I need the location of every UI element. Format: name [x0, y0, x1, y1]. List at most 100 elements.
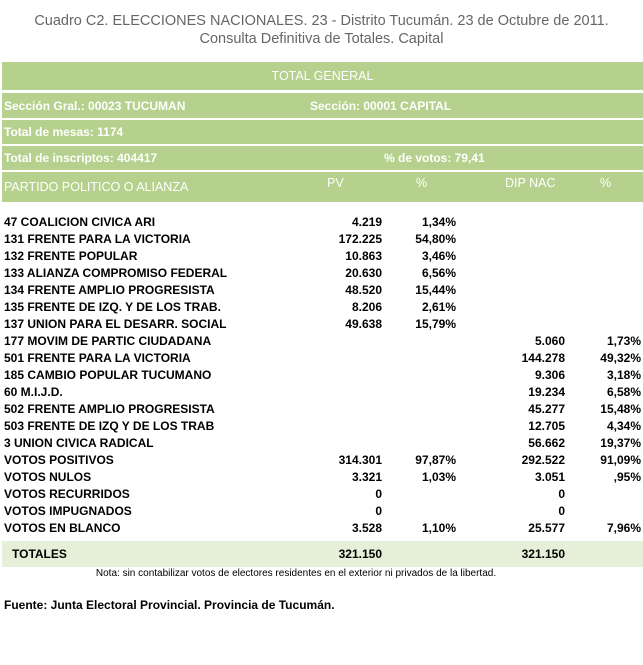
table-row: 3 UNION CIVICA RADICAL 56.662 19,37% [2, 435, 643, 452]
col-pct-header: % [416, 176, 428, 190]
pv-cell: 48.520 [345, 283, 382, 297]
party-name-cell: VOTOS RECURRIDOS [4, 487, 130, 501]
dip-pct-cell: 3,18% [606, 368, 641, 382]
table-row: 133 ALIANZA COMPROMISO FEDERAL 20.630 6,56… [2, 265, 643, 282]
dip-pct-cell: 91,09% [600, 453, 641, 467]
dip-nac-cell: 292.522 [521, 453, 565, 467]
dip-nac-cell: 9.306 [534, 368, 565, 382]
table-row: VOTOS NULOS 3.321 1,03% 3.051 ,95% [2, 469, 643, 486]
party-name-cell: 134 FRENTE AMPLIO PROGRESISTA [4, 283, 215, 297]
pv-cell: 0 [375, 487, 382, 501]
party-name-cell: 135 FRENTE DE IZQ. Y DE LOS TRAB. [4, 300, 221, 314]
pv-pct-cell: 15,44% [415, 283, 456, 297]
table-row: 137 UNION PARA EL DESARR. SOCIAL 49.638 15… [2, 316, 643, 333]
dip-pct-cell: ,95% [613, 470, 641, 484]
pv-cell: 49.638 [345, 317, 382, 331]
table-row: 177 MOVIM DE PARTIC CIUDADANA 5.060 1,73% [2, 333, 643, 350]
total-inscriptos-label: Total de inscriptos: 404417 [4, 151, 158, 165]
party-name-cell: 47 COALICION CIVICA ARI [4, 215, 156, 229]
pv-cell: 20.630 [345, 266, 382, 280]
pv-pct-cell: 1,10% [421, 521, 456, 535]
dip-nac-cell: 19.234 [528, 385, 565, 399]
pv-cell: 3.321 [351, 470, 382, 484]
pv-cell: 172.225 [338, 232, 382, 246]
dip-pct-cell: 15,48% [600, 402, 641, 416]
party-name-cell: 131 FRENTE PARA LA VICTORIA [4, 232, 191, 246]
table-row: 132 FRENTE POPULAR 10.863 3,46% [2, 248, 643, 265]
mesas-band: Total de mesas: 1174 [2, 120, 643, 144]
seccion-gral-label: Sección Gral.: 00023 TUCUMAN [4, 99, 186, 113]
totals-dip: 321.150 [521, 547, 565, 561]
party-name-cell: 501 FRENTE PARA LA VICTORIA [4, 351, 191, 365]
dip-nac-cell: 0 [558, 504, 565, 518]
table-row: 131 FRENTE PARA LA VICTORIA 172.225 54,80% [2, 231, 643, 248]
col-pct2-header: % [600, 176, 612, 190]
table-row: 502 FRENTE AMPLIO PROGRESISTA 45.277 15,48… [2, 401, 643, 418]
pv-pct-cell: 54,80% [415, 232, 456, 246]
table-row: 501 FRENTE PARA LA VICTORIA 144.278 49,32% [2, 350, 643, 367]
table-row: 134 FRENTE AMPLIO PROGRESISTA 48.520 15,44… [2, 282, 643, 299]
pv-pct-cell: 3,46% [421, 249, 456, 263]
table-row: VOTOS IMPUGNADOS 0 0 [2, 503, 643, 520]
party-name-cell: VOTOS NULOS [4, 470, 92, 484]
pv-cell: 10.863 [345, 249, 382, 263]
pv-cell: 0 [375, 504, 382, 518]
table-row: 47 COALICION CIVICA ARI 4.219 1,34% [2, 214, 643, 231]
pv-pct-cell: 2,61% [421, 300, 456, 314]
col-pv-header: PV [327, 176, 344, 190]
totals-pv: 321.150 [338, 547, 382, 561]
table-row: 60 M.I.J.D. 19.234 6,58% [2, 384, 643, 401]
party-name-cell: 502 FRENTE AMPLIO PROGRESISTA [4, 402, 215, 416]
pv-pct-cell: 1,03% [421, 470, 456, 484]
dip-nac-cell: 5.060 [534, 334, 565, 348]
totals-label: TOTALES [12, 547, 67, 561]
party-name-cell: 137 UNION PARA EL DESARR. SOCIAL [4, 317, 227, 331]
table-row: 185 CAMBIO POPULAR TUCUMANO 9.306 3,18% [2, 367, 643, 384]
inscriptos-band: Total de inscriptos: 404417 % de votos: … [2, 146, 643, 170]
table-row: 135 FRENTE DE IZQ. Y DE LOS TRAB. 8.206 2,… [2, 299, 643, 316]
table-row: VOTOS POSITIVOS 314.301 97,87% 292.522 91,09… [2, 452, 643, 469]
page-title: Cuadro C2. ELECCIONES NACIONALES. 23 - D… [0, 12, 643, 48]
dip-nac-cell: 25.577 [528, 521, 565, 535]
dip-pct-cell: 6,58% [606, 385, 641, 399]
seccion-label: Sección: 00001 CAPITAL [310, 99, 452, 113]
pv-cell: 3.528 [351, 521, 382, 535]
party-name-cell: VOTOS POSITIVOS [4, 453, 114, 467]
dip-nac-cell: 56.662 [528, 436, 565, 450]
dip-nac-cell: 45.277 [528, 402, 565, 416]
title-line-1: Cuadro C2. ELECCIONES NACIONALES. 23 - D… [34, 13, 609, 29]
pv-pct-cell: 97,87% [415, 453, 456, 467]
party-name-cell: 132 FRENTE POPULAR [4, 249, 138, 263]
party-name-cell: 177 MOVIM DE PARTIC CIUDADANA [4, 334, 212, 348]
table-row: VOTOS RECURRIDOS 0 0 [2, 486, 643, 503]
dip-pct-cell: 4,34% [606, 419, 641, 433]
dip-nac-cell: 0 [558, 487, 565, 501]
dip-pct-cell: 1,73% [606, 334, 641, 348]
dip-nac-cell: 3.051 [534, 470, 565, 484]
party-name-cell: 133 ALIANZA COMPROMISO FEDERAL [4, 266, 228, 280]
col-partido-header: PARTIDO POLITICO O ALIANZA [4, 180, 189, 194]
col-dip-header: DIP NAC [505, 176, 556, 190]
dip-pct-cell: 49,32% [600, 351, 641, 365]
dip-nac-cell: 12.705 [528, 419, 565, 433]
party-name-cell: VOTOS EN BLANCO [4, 521, 121, 535]
pv-pct-cell: 1,34% [421, 215, 456, 229]
party-name-cell: 60 M.I.J.D. [4, 385, 63, 399]
party-name-cell: VOTOS IMPUGNADOS [4, 504, 132, 518]
pv-cell: 314.301 [338, 453, 382, 467]
table-row: 503 FRENTE DE IZQ Y DE LOS TRAB 12.705 4,3… [2, 418, 643, 435]
pct-votos-label: % de votos: 79,41 [384, 151, 485, 165]
pv-pct-cell: 15,79% [415, 317, 456, 331]
column-header-band: PARTIDO POLITICO O ALIANZA PV % DIP NAC … [2, 172, 643, 202]
total-general-label: TOTAL GENERAL [271, 69, 374, 83]
title-line-2: Consulta Definitiva de Totales. Capital [199, 31, 444, 47]
totals-row: TOTALES 321.150 321.150 [2, 541, 643, 567]
source-line: Fuente: Junta Electoral Provincial. Prov… [4, 598, 335, 612]
footnote: Nota: sin contabilizar votos de electore… [95, 568, 497, 579]
dip-nac-cell: 144.278 [521, 351, 565, 365]
pv-pct-cell: 6,56% [421, 266, 456, 280]
seccion-band: Sección Gral.: 00023 TUCUMAN Sección: 00… [2, 93, 643, 118]
party-name-cell: 185 CAMBIO POPULAR TUCUMANO [4, 368, 212, 382]
total-mesas-label: Total de mesas: 1174 [4, 125, 124, 139]
party-name-cell: 503 FRENTE DE IZQ Y DE LOS TRAB [4, 419, 215, 433]
